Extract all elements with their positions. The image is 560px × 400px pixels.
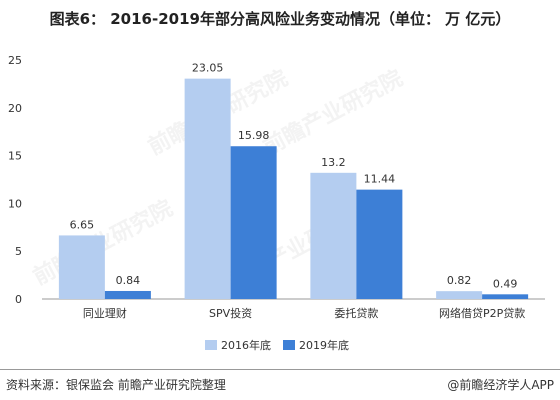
- y-tick-label: 15: [8, 150, 22, 163]
- data-label: 23.05: [192, 62, 224, 75]
- y-tick-label: 20: [8, 102, 22, 115]
- legend-label: 2019年底: [299, 338, 349, 352]
- data-label: 15.98: [238, 129, 270, 142]
- data-label: 0.84: [116, 274, 141, 287]
- data-label: 0.49: [493, 277, 518, 290]
- y-tick-label: 5: [15, 245, 22, 258]
- data-label: 11.44: [364, 173, 396, 186]
- x-tick-label: 同业理财: [83, 306, 127, 320]
- chart-title: 图表6： 2016-2019年部分高风险业务变动情况（单位： 万 亿元）: [49, 10, 511, 28]
- bar: [230, 146, 277, 299]
- bar: [104, 290, 151, 299]
- brand-credit: @前瞻经济学人APP: [447, 376, 554, 393]
- brand-text: @前瞻经济学人APP: [447, 378, 554, 392]
- bar: [58, 235, 105, 299]
- legend-swatch: [205, 340, 217, 350]
- bar: [436, 291, 483, 299]
- x-tick-label: 网络借贷P2P贷款: [439, 306, 525, 320]
- y-tick-label: 0: [15, 293, 22, 306]
- bar: [310, 172, 357, 299]
- y-tick-label: 25: [8, 54, 22, 67]
- footer: 资料来源：银保监会 前瞻产业研究院整理 @前瞻经济学人APP: [0, 369, 560, 392]
- x-tick-label: 委托贷款: [334, 306, 378, 320]
- data-label: 6.65: [70, 218, 95, 231]
- data-label: 13.2: [321, 156, 346, 169]
- bar: [184, 78, 231, 299]
- y-tick-label: 10: [8, 197, 22, 210]
- bar: [356, 189, 403, 299]
- legend-swatch: [283, 340, 295, 350]
- bar: [482, 294, 529, 299]
- data-label: 0.82: [447, 274, 472, 287]
- source-note: 资料来源：银保监会 前瞻产业研究院整理: [6, 378, 226, 392]
- x-tick-label: SPV投资: [209, 306, 252, 320]
- legend-label: 2016年底: [221, 338, 271, 352]
